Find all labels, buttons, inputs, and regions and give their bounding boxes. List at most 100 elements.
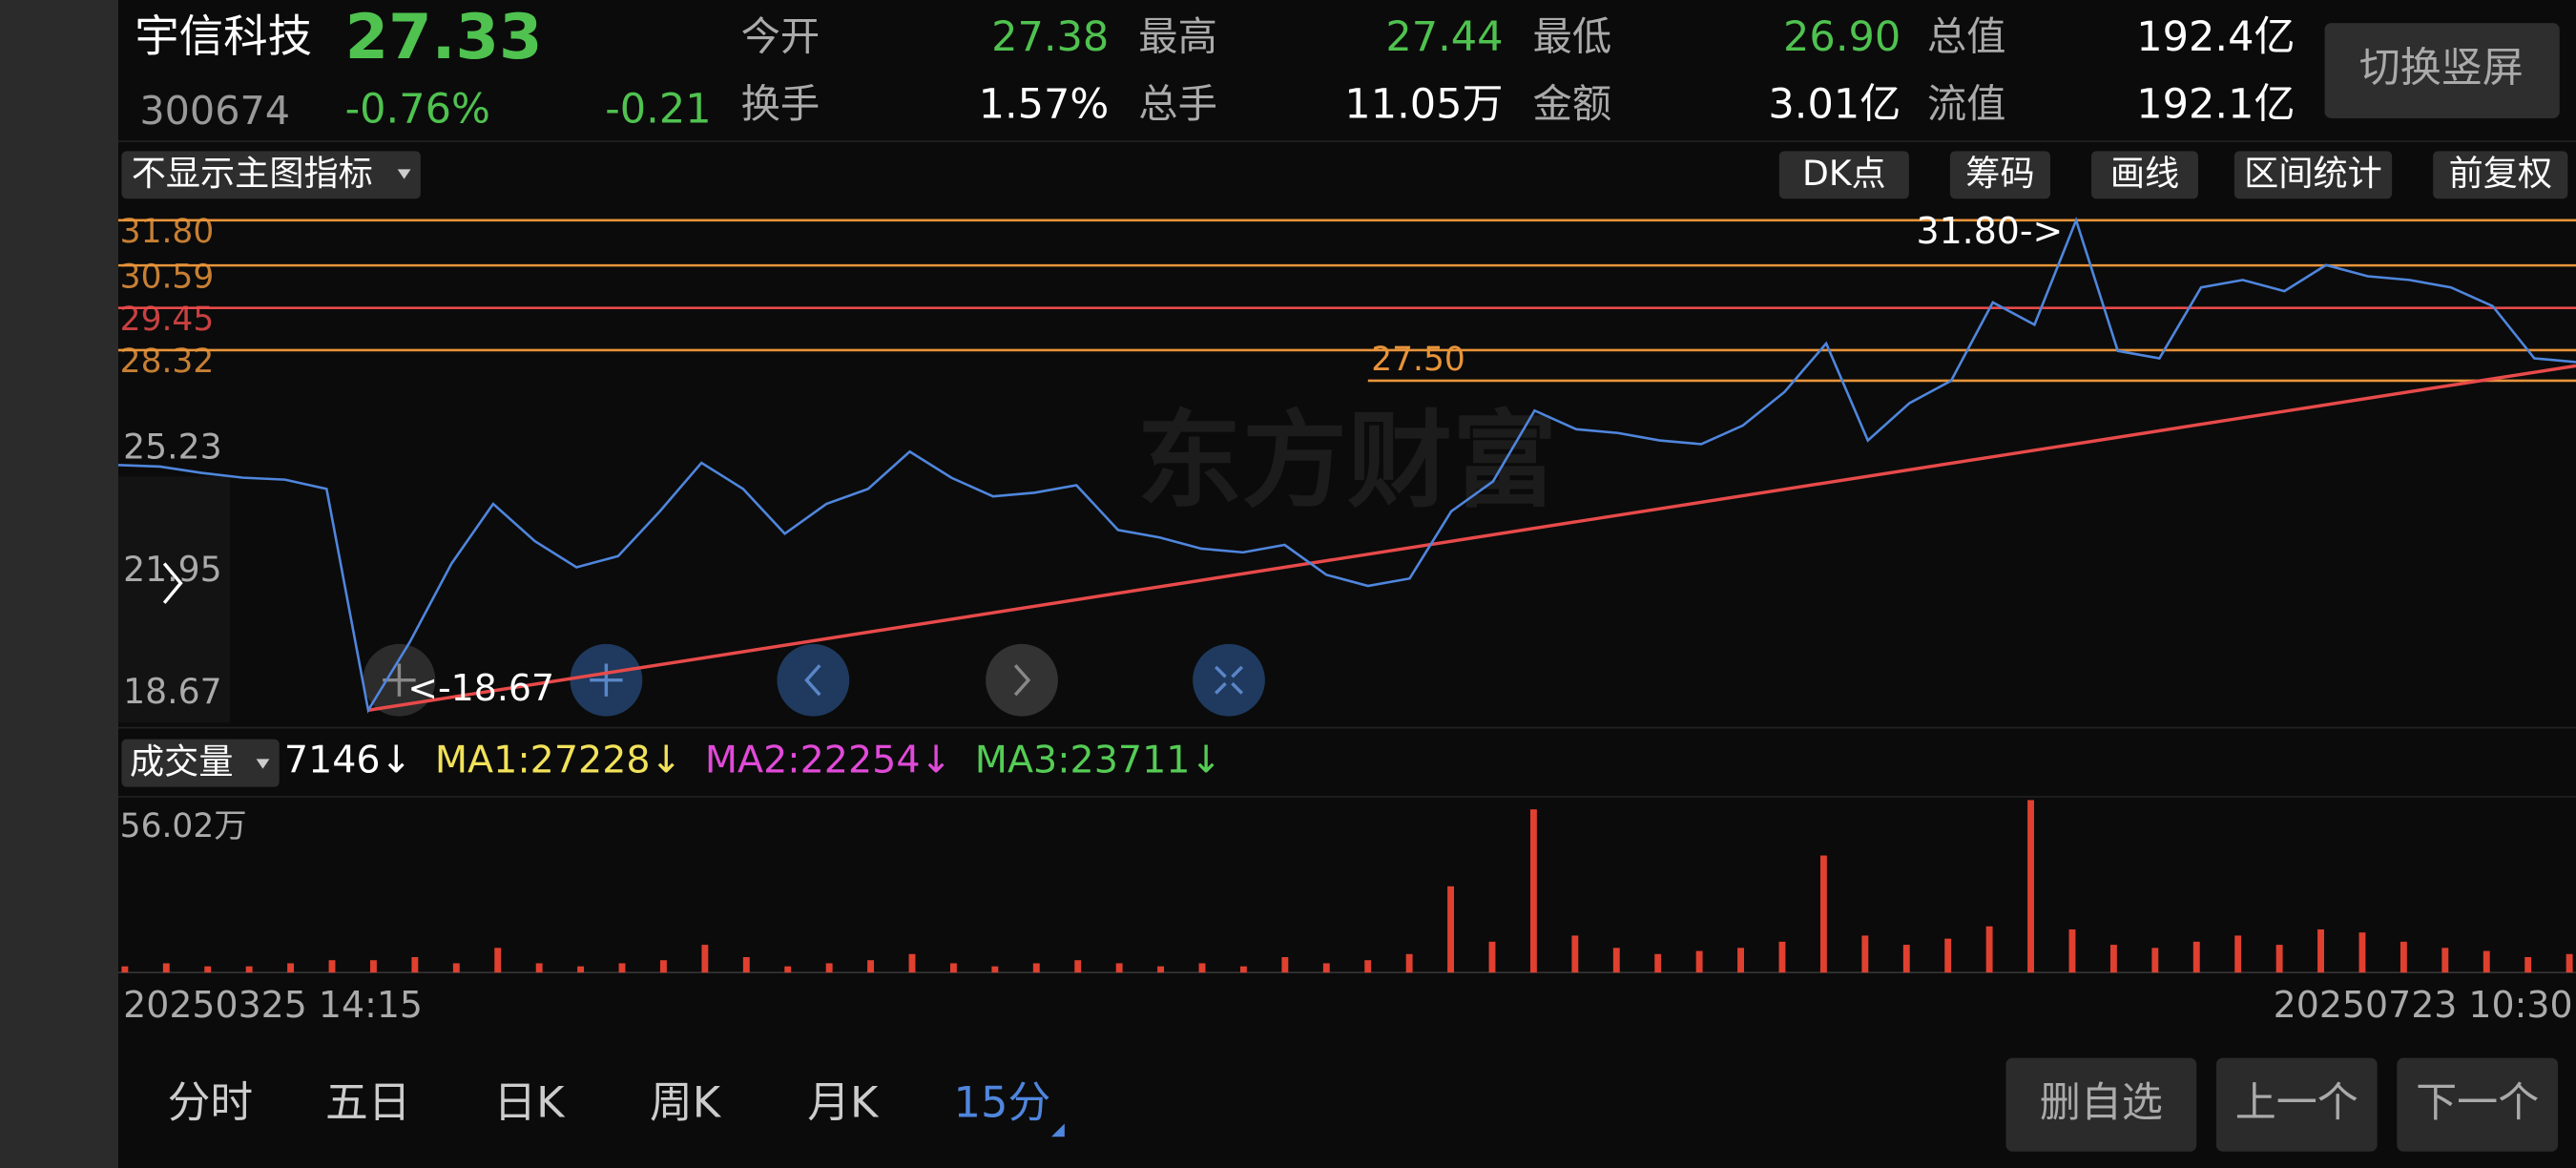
indicator-select-label[interactable]: 不显示主图指标	[132, 153, 373, 194]
tool-button-label[interactable]: 画线	[2110, 153, 2179, 194]
tool-button[interactable]	[1949, 151, 2050, 199]
change: -0.21	[605, 86, 711, 134]
period-tab[interactable]: 五日	[325, 1077, 411, 1128]
period-tab[interactable]: 日K	[493, 1077, 566, 1128]
action-button-label[interactable]: 上一个	[2235, 1079, 2358, 1127]
volume-bar	[1944, 938, 1952, 973]
volume-bar	[1529, 809, 1537, 973]
dropdown-arrow	[256, 759, 270, 769]
nav-buttons	[363, 643, 1265, 717]
move-left[interactable]	[777, 643, 850, 717]
min-annotation: <-18.67	[407, 667, 554, 709]
volume-indicator: MA1:27228↓	[435, 738, 682, 782]
level-label: 28.32	[120, 343, 215, 381]
tool-button-label[interactable]: 区间统计	[2244, 153, 2382, 194]
icon	[804, 664, 821, 697]
action-button-label[interactable]: 下一个	[2416, 1079, 2539, 1127]
x-label-start: 20250325 14:15	[123, 984, 423, 1026]
volume-bar	[1115, 963, 1123, 973]
action-button[interactable]	[2005, 1057, 2197, 1152]
stat-value: 3.01亿	[1768, 80, 1901, 128]
move-right[interactable]	[986, 643, 1058, 717]
volume-bar	[1364, 960, 1372, 973]
tool-button-label[interactable]: DK点	[1802, 153, 1886, 194]
stat-label: 今开	[741, 13, 821, 59]
rotate-button-label[interactable]: 切换竖屏	[2359, 45, 2524, 93]
y-tick-label: 21.95	[123, 549, 221, 590]
volume-bar	[1198, 963, 1206, 973]
volume-bar	[1405, 953, 1413, 973]
volume-bar	[1447, 886, 1455, 973]
period-tab[interactable]: 15分	[954, 1077, 1051, 1128]
icon	[590, 663, 623, 697]
volume-title[interactable]: 成交量	[130, 741, 233, 782]
period-tab[interactable]: 周K	[650, 1077, 722, 1128]
dropdown-arrow	[397, 169, 411, 179]
rotate-button[interactable]	[2324, 23, 2560, 118]
volume-bar	[742, 957, 750, 973]
stat-value: 26.90	[1783, 13, 1901, 61]
y-tick-label: 56.02万	[120, 807, 247, 845]
volume-bar	[328, 960, 336, 973]
volume-bar	[535, 963, 543, 973]
volume-bar	[162, 963, 170, 973]
action-button[interactable]	[2215, 1057, 2378, 1152]
period-tab[interactable]: 月K	[807, 1077, 880, 1128]
tool-button-label[interactable]: 前复权	[2449, 153, 2552, 194]
reset-zoom[interactable]	[1193, 643, 1265, 717]
volume-bar	[1819, 855, 1827, 973]
volume-bar	[2151, 948, 2159, 973]
volume-bar	[1695, 950, 1703, 973]
volume-bar	[1654, 953, 1662, 973]
volume-bar	[2234, 935, 2242, 973]
volume-bar	[1861, 935, 1869, 973]
icon	[383, 663, 416, 697]
max-annotation: 31.80->	[1916, 210, 2063, 252]
volume-bar	[618, 963, 626, 973]
stat-label: 总值	[1927, 13, 2006, 59]
level-label: 27.50	[1371, 341, 1465, 379]
stock-code: 300674	[139, 88, 290, 134]
volume-bar	[2068, 928, 2076, 973]
stat-value: 27.38	[991, 13, 1109, 61]
stock-price: 27.33	[345, 1, 543, 73]
volume-bar	[204, 966, 212, 973]
tool-button[interactable]	[2091, 151, 2198, 199]
volume-bar	[452, 963, 460, 973]
tool-button-label[interactable]: 筹码	[1965, 153, 2034, 194]
tool-button[interactable]	[1778, 151, 1909, 199]
stat-value: 27.44	[1385, 13, 1503, 61]
volume-bar	[2027, 800, 2034, 973]
volume-bar	[1985, 926, 1993, 973]
tool-button[interactable]	[2233, 151, 2393, 199]
tool-button[interactable]	[2433, 151, 2568, 199]
period-tabs: 分时 五日 日K 周K 月K 15分	[168, 1077, 1065, 1137]
stat-label: 流值	[1927, 81, 2006, 127]
level-label: 31.80	[120, 213, 215, 251]
volume-bar	[1737, 948, 1744, 973]
level-label: 29.45	[120, 301, 215, 339]
volume-bar	[949, 963, 957, 973]
expand-arrow[interactable]	[162, 562, 183, 604]
stat-label: 总手	[1138, 81, 1217, 127]
left-strip	[0, 0, 118, 1168]
action-button[interactable]	[2397, 1057, 2559, 1152]
volume-bar	[659, 960, 667, 973]
toolbar: DK点 筹码 画线 区间统计 前复权	[1778, 151, 2568, 199]
volume-indicators: 7146↓ MA1:27228↓ MA2:22254↓ MA3:23711↓	[284, 738, 1222, 782]
period-tab[interactable]: 分时	[168, 1077, 254, 1128]
indicator-select[interactable]	[121, 151, 421, 199]
side-panel	[117, 476, 231, 723]
volume-bar	[369, 960, 377, 973]
stock-name: 宇信科技	[135, 10, 312, 62]
volume-bar	[784, 966, 792, 973]
action-button-label[interactable]: 删自选	[2040, 1079, 2163, 1127]
volume-bar	[2192, 941, 2200, 973]
volume-select[interactable]	[121, 739, 280, 787]
volume-bar	[1157, 966, 1165, 973]
volume-bar	[411, 957, 419, 973]
volume-bar	[1281, 957, 1289, 973]
volume-bar	[1778, 941, 1786, 973]
